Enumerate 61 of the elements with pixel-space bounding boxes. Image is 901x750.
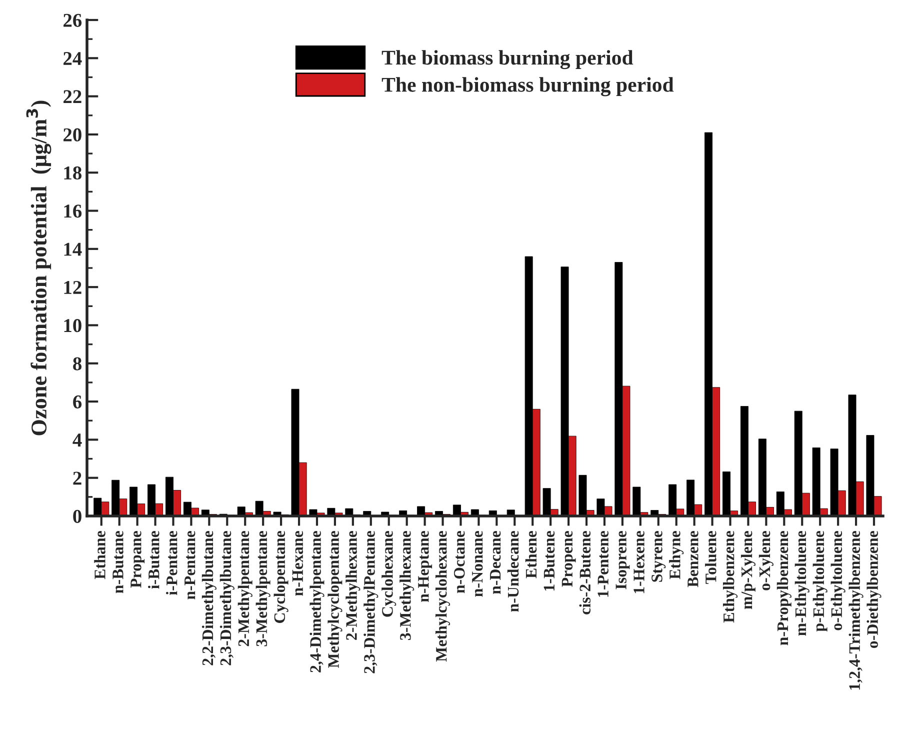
x-tick-label: Isoprene	[616, 531, 630, 590]
x-tick-label: n-Undecane	[507, 530, 519, 612]
y-tick-label: 26	[64, 14, 82, 27]
x-tick-label: Methylcyclohexane	[436, 531, 450, 662]
x-tick-label: n-Butane	[112, 530, 124, 594]
x-tick-label: o-Ethyltoluene	[830, 530, 846, 630]
y-tick-label: 2	[73, 472, 82, 485]
y-tick-label: 10	[64, 319, 82, 332]
x-tick-label: n-Octane	[454, 530, 465, 594]
y-tick-label: 6	[73, 395, 82, 408]
x-tick-label: Methylcyclopentane	[328, 530, 342, 668]
x-tick-label: m-Ethyltoluene	[794, 530, 810, 636]
legend-label: The biomass burning period	[382, 50, 634, 70]
x-tick-label: 2,3-Dimethylbutane	[220, 530, 234, 666]
x-tick-label: o-Xylene	[758, 530, 774, 590]
y-tick-label: 22	[64, 90, 82, 104]
y-tick-label: 0	[73, 510, 82, 523]
x-tick-label: n-Pentane	[184, 530, 196, 600]
x-tick-label: m/p-Xylene	[740, 530, 756, 610]
x-tick-label: n-Hexane	[292, 530, 304, 596]
x-tick-label: Ethylbenzene	[722, 530, 738, 623]
x-tick-label: 2-Methylpentane	[238, 530, 252, 646]
x-tick-label: Cyclohexane	[382, 531, 396, 617]
y-tick-label: 20	[64, 128, 82, 142]
x-tick-label: n-Propylbenzene	[776, 530, 792, 646]
x-tick-label: 1-Pentene	[598, 530, 608, 597]
y-axis-title: Ozone formation potential (μg/m$^{3}$)	[26, 100, 52, 436]
x-tick-label: Styrene	[652, 530, 666, 582]
x-tick-label: o-Diethylbenzene	[866, 530, 882, 648]
x-tick-label: 1-Hexene	[634, 531, 644, 594]
x-tick-label: 2,4-Dimethylpentane	[310, 530, 324, 672]
legend-label: The non-biomass burning period	[382, 77, 674, 96]
x-tick-label: i-Pentane	[166, 530, 178, 595]
x-tick-label: p-Ethyltoluene	[812, 530, 828, 632]
x-tick-label: n-Nonane	[472, 530, 483, 597]
x-tick-label: i-Butane	[148, 530, 160, 589]
y-tick-label: 12	[64, 280, 82, 294]
x-tick-label: 2,3-DimethylPentane	[364, 530, 378, 674]
x-tick-label: n-Decane	[490, 530, 501, 594]
x-tick-label: n-Heptane	[418, 530, 432, 602]
x-tick-label: 1-Butene	[544, 530, 555, 591]
y-tick-label: 18	[64, 166, 82, 180]
x-tick-label: 2,2-Dimethylbutane	[202, 530, 216, 666]
x-tick-label: Ethene	[525, 530, 537, 578]
x-tick-label: Ethyne	[669, 530, 684, 580]
y-tick-label: 14	[64, 242, 82, 256]
x-tick-label: Toluene	[705, 530, 716, 584]
x-tick-label: 1,2,4-Trimethylbenzene	[848, 530, 864, 690]
x-tick-label: 2-Methylhexane	[346, 530, 360, 640]
y-tick-label: 8	[73, 357, 82, 370]
x-tick-label: 3-Methylpentane	[256, 530, 270, 646]
x-tick-label: Benzene	[688, 531, 698, 588]
y-tick-label: 16	[64, 204, 82, 218]
x-tick-label: cis-2-Butene	[579, 530, 591, 614]
y-tick-label: 4	[72, 434, 82, 446]
x-tick-label: Propane	[130, 530, 145, 588]
y-tick-label: 24	[64, 52, 82, 65]
x-tick-label: Propene	[562, 530, 576, 587]
x-tick-label: Cyclopentane	[274, 530, 288, 623]
x-tick-label: 3-Methylhexane	[400, 530, 414, 640]
x-tick-label: Ethane	[94, 530, 106, 580]
